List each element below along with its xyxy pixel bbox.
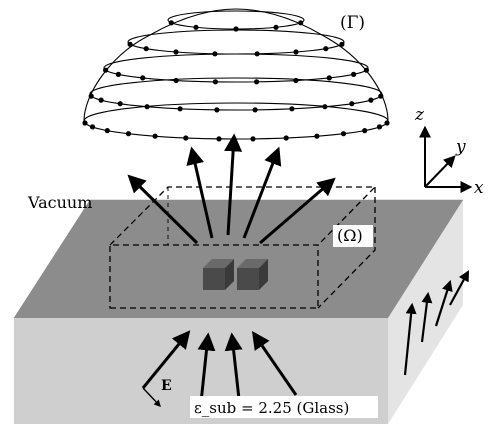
nanoparticle-left: [203, 259, 234, 290]
incident-arrows-side: [403, 270, 470, 376]
scattered-arrow: [242, 146, 282, 239]
sample-point: [193, 24, 199, 30]
incident-arrow: [449, 270, 470, 306]
hemisphere-ring: [103, 53, 369, 83]
sample-point: [298, 20, 304, 26]
sample-point: [322, 104, 328, 110]
sample-point: [168, 20, 174, 26]
sample-point: [254, 51, 260, 57]
sample-point: [88, 93, 94, 99]
sample-point: [349, 101, 355, 107]
sample-point: [283, 135, 289, 141]
omega-label-bg: [333, 225, 373, 247]
hemisphere-sample-points: [82, 20, 390, 142]
sample-point: [273, 24, 279, 30]
y-axis-label: y: [455, 137, 466, 157]
sample-point: [127, 41, 133, 47]
sample-point: [115, 71, 121, 77]
sample-point: [82, 120, 88, 126]
scattered-arrows: [127, 133, 336, 245]
sample-point: [293, 77, 299, 84]
incident-arrow: [403, 302, 417, 376]
substrate-top-face: [13, 199, 464, 319]
sample-point: [368, 97, 374, 103]
y-axis-arrow: [424, 155, 456, 188]
sample-point: [177, 106, 183, 112]
sample-point: [323, 46, 329, 52]
incident-arrow: [251, 331, 298, 396]
nanoparticle-right: [237, 259, 268, 290]
sample-point: [173, 49, 179, 55]
sample-point: [252, 107, 258, 113]
sample-point: [376, 124, 383, 130]
sample-point: [125, 131, 132, 137]
sample-point: [340, 131, 347, 137]
sample-point: [351, 71, 357, 77]
sample-point: [362, 128, 368, 134]
sample-point: [140, 75, 146, 81]
hemisphere-ring: [167, 10, 305, 30]
hemisphere-outline: [83, 8, 389, 122]
omega-domain-box: [109, 186, 377, 309]
efield-label: E: [161, 378, 172, 394]
sample-point: [254, 79, 260, 85]
sample-point: [339, 41, 345, 47]
hemisphere-ring: [127, 29, 345, 55]
sample-point: [293, 49, 299, 55]
scattered-arrow: [259, 177, 336, 245]
sample-point: [314, 133, 320, 139]
sample-point: [103, 67, 109, 73]
x-axis-label: x: [474, 178, 484, 198]
sample-point: [363, 67, 369, 73]
sample-point: [384, 120, 390, 126]
nanoparticle-dimer: [203, 259, 268, 290]
coordinate-axes: [419, 125, 473, 193]
incident-arrow: [420, 291, 433, 343]
vacuum-label: Vacuum: [27, 193, 92, 212]
sample-point: [143, 46, 149, 52]
sample-point: [117, 101, 123, 107]
sample-point: [152, 133, 158, 139]
sample-point: [212, 51, 218, 57]
sample-point: [214, 107, 220, 113]
scattered-arrow: [127, 174, 199, 245]
sample-point: [233, 26, 239, 32]
sample-point: [289, 106, 295, 112]
substrate-label: ε_sub = 2.25 (Glass): [194, 399, 349, 417]
sample-point: [173, 77, 179, 84]
omega-label: (Ω): [337, 226, 363, 245]
incident-arrow: [141, 330, 191, 389]
incident-arrow: [434, 279, 453, 327]
sample-point: [378, 93, 384, 99]
gamma-label: (Γ): [340, 13, 365, 33]
z-axis-label: z: [414, 105, 425, 125]
sample-point: [89, 124, 96, 130]
sample-point: [216, 136, 222, 142]
efield-arrow: [142, 387, 161, 408]
sample-point: [212, 79, 218, 85]
scattered-arrow: [224, 133, 243, 236]
sample-point: [144, 104, 150, 110]
hemisphere-ring: [89, 77, 383, 111]
sample-point: [98, 97, 104, 103]
scattered-arrow: [186, 146, 214, 239]
sample-point: [326, 75, 332, 81]
substrate-label-bg: [190, 396, 378, 418]
sample-point: [183, 135, 189, 141]
sample-point: [250, 136, 256, 142]
sample-point: [104, 128, 110, 134]
